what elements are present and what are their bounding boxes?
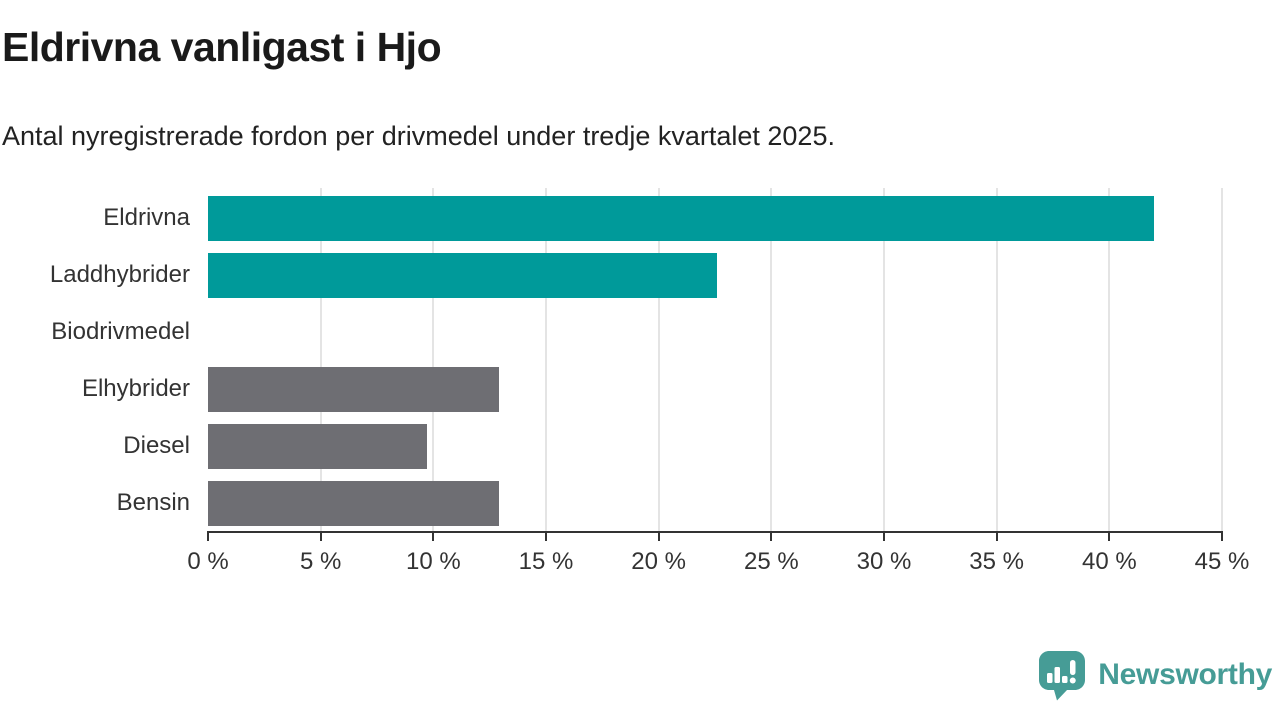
x-tick-label: 25 %	[743, 548, 799, 575]
x-tick	[319, 533, 322, 541]
bar-chart-speech-bubble-icon	[1036, 648, 1088, 701]
chart-subtitle: Antal nyregistrerade fordon per drivmede…	[2, 121, 835, 151]
newsworthy-wordmark: Newsworthy	[1098, 657, 1272, 691]
x-tick	[883, 533, 885, 541]
x-tick-label: 40 %	[1081, 548, 1137, 575]
x-tick	[657, 533, 660, 541]
x-tick	[770, 533, 773, 541]
x-tick-label: 30 %	[856, 548, 912, 575]
category-label: Elhybrider	[81, 374, 190, 402]
x-tick-label: 35 %	[969, 548, 1025, 575]
x-tick-label: 5 %	[299, 548, 342, 575]
x-tick-label: 20 %	[631, 548, 687, 575]
x-tick-label: 10 %	[405, 548, 461, 575]
category-label: Laddhybrider	[49, 260, 190, 288]
gridline	[432, 188, 435, 532]
bar	[208, 253, 718, 298]
gridline	[995, 188, 998, 532]
gridline	[1108, 188, 1111, 532]
category-label: Diesel	[123, 431, 190, 459]
gridline	[883, 188, 885, 532]
x-tick	[995, 533, 998, 541]
category-label: Eldrivna	[103, 203, 190, 231]
x-tick	[1108, 533, 1111, 541]
gridline	[1221, 188, 1223, 532]
category-label: Bensin	[116, 488, 190, 516]
x-tick-label: 15 %	[518, 548, 574, 575]
x-tick	[432, 533, 435, 541]
x-tick	[207, 533, 209, 541]
gridline	[319, 188, 322, 532]
gridline	[657, 188, 660, 532]
gridline	[770, 188, 773, 532]
x-tick	[1221, 533, 1223, 541]
x-axis-line	[207, 531, 1223, 533]
category-label: Biodrivmedel	[51, 317, 190, 345]
chart-title: Eldrivna vanligast i Hjo	[2, 24, 442, 70]
x-tick-label: 0 %	[187, 548, 229, 575]
newsworthy-logo: Newsworthy	[1036, 648, 1272, 701]
bar	[208, 367, 499, 412]
bar	[208, 196, 1155, 241]
bar	[208, 424, 427, 469]
x-tick-label: 45 %	[1194, 548, 1250, 575]
gridline	[545, 188, 547, 532]
x-tick	[545, 533, 547, 541]
bar	[208, 481, 499, 526]
